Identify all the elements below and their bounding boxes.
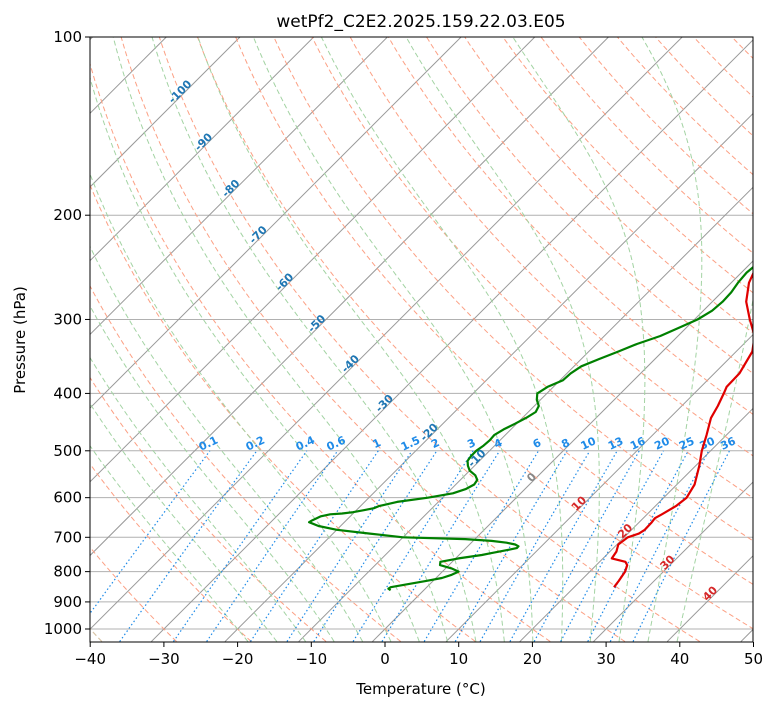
dry-adiabat-line [197, 37, 753, 630]
dry-adiabat-line [540, 37, 753, 254]
dry-adiabat-line [502, 37, 753, 294]
dry-adiabat-line [311, 37, 753, 499]
dry-adiabat-line [426, 37, 753, 375]
mixing-ratio-line [173, 450, 308, 642]
dewpoint-profile-line [308, 265, 753, 592]
moist-adiabat-line [90, 402, 278, 642]
dry-adiabat-line [349, 37, 753, 457]
mixing-ratio-label: 36 [718, 434, 738, 452]
moist-adiabat-line [90, 305, 335, 642]
dry-adiabat-line [90, 376, 327, 642]
isotherm-line [90, 37, 315, 262]
isotherm-line [90, 37, 683, 630]
x-tick-label: 40 [670, 650, 689, 668]
x-tick-label: 50 [744, 650, 763, 668]
dry-adiabat-line [273, 37, 753, 542]
mixing-ratio-line [90, 450, 211, 615]
sounding-series [308, 265, 753, 592]
moist-adiabat-line [90, 245, 363, 642]
mixing-ratio-line [313, 450, 438, 642]
moist-adiabat-line [197, 37, 505, 642]
isotherm-lines [90, 37, 753, 642]
moist-adiabat-line [151, 37, 477, 642]
moist-adiabat-line [90, 172, 392, 642]
mixing-ratio-line [119, 450, 258, 642]
y-axis-ticks: 1000 900 800 700 600 500 400 300 200 100 [44, 28, 90, 638]
isotherm-line [90, 37, 462, 409]
moist-adiabat-line [112, 37, 448, 642]
mixing-ratio-line [286, 450, 413, 642]
x-tick-label: −20 [222, 650, 254, 668]
pressure-gridlines [90, 37, 753, 630]
dry-adiabat-line [158, 37, 700, 642]
mixing-ratio-label: 16 [628, 434, 648, 452]
isotherm-line [372, 260, 753, 642]
moist-adiabat-line [90, 75, 420, 642]
isotherm-line [519, 407, 753, 642]
dry-adiabat-line [387, 37, 753, 415]
plot-area: -100-90-80-70-60-50-40-30-20-10010203040… [90, 37, 753, 642]
x-tick-label: 10 [449, 650, 468, 668]
mixing-ratio-line [509, 450, 618, 642]
mixing-ratio-label: 13 [606, 435, 625, 453]
x-tick-label: 20 [523, 650, 542, 668]
dry-adiabat-line [617, 37, 753, 176]
y-tick-label: 800 [53, 563, 82, 581]
x-axis-label: Temperature (°C) [355, 680, 485, 698]
mixing-ratio-line [560, 450, 665, 642]
mixing-ratio-line [533, 450, 640, 642]
y-tick-label: 100 [53, 28, 82, 46]
x-tick-label: 30 [597, 650, 616, 668]
isotherm-line [90, 37, 536, 483]
y-tick-label: 500 [53, 442, 82, 460]
mixing-ratio-lines [90, 450, 731, 642]
moist-adiabat-lines [90, 37, 753, 642]
mixing-ratio-line [381, 450, 501, 642]
x-tick-label: −10 [295, 650, 327, 668]
isotherm-line [90, 37, 388, 336]
moist-adiabat-line [641, 37, 703, 642]
y-tick-label: 1000 [44, 620, 82, 638]
mixing-ratio-label: 25 [677, 434, 696, 452]
moist-adiabat-line [320, 37, 564, 642]
mixing-ratio-label: 10 [579, 434, 599, 452]
y-tick-label: 700 [53, 528, 82, 546]
mixing-ratio-line [632, 450, 731, 642]
moist-adiabat-line [252, 37, 534, 642]
isotherm-line [90, 37, 241, 188]
temperature-profile-line [610, 271, 753, 588]
x-tick-label: −40 [74, 650, 106, 668]
y-tick-label: 300 [53, 310, 82, 328]
isotherm-line [224, 112, 753, 642]
isotherm-line [445, 333, 753, 642]
moist-adiabat-line [405, 37, 600, 642]
moist-adiabat-line [90, 356, 306, 642]
y-tick-label: 200 [53, 206, 82, 224]
mixing-ratio-label: 20 [652, 434, 672, 452]
y-tick-label: 400 [53, 384, 82, 402]
x-tick-label: 0 [380, 650, 390, 668]
plot-frame [89, 36, 754, 643]
moist-adiabat-line [512, 37, 646, 642]
chart-title: wetPf2_C2E2.2025.159.22.03.E05 [276, 12, 565, 32]
moist-adiabat-line [676, 297, 753, 642]
y-axis-label: Pressure (hPa) [11, 286, 29, 394]
x-axis-ticks: −40 −30 −20 −10 0 10 20 30 40 50 [74, 642, 763, 668]
isotherm-line [151, 39, 753, 642]
isotherm-line [593, 481, 753, 642]
y-tick-label: 900 [53, 593, 82, 611]
isotherm-line [90, 37, 609, 557]
x-tick-label: −30 [148, 650, 180, 668]
dry-adiabat-line [235, 37, 753, 585]
moist-adiabat-line [90, 445, 249, 642]
mixing-ratio-line [250, 450, 379, 642]
mixing-ratio-line [206, 450, 339, 642]
y-tick-label: 600 [53, 489, 82, 507]
dry-adiabat-line [90, 284, 402, 642]
